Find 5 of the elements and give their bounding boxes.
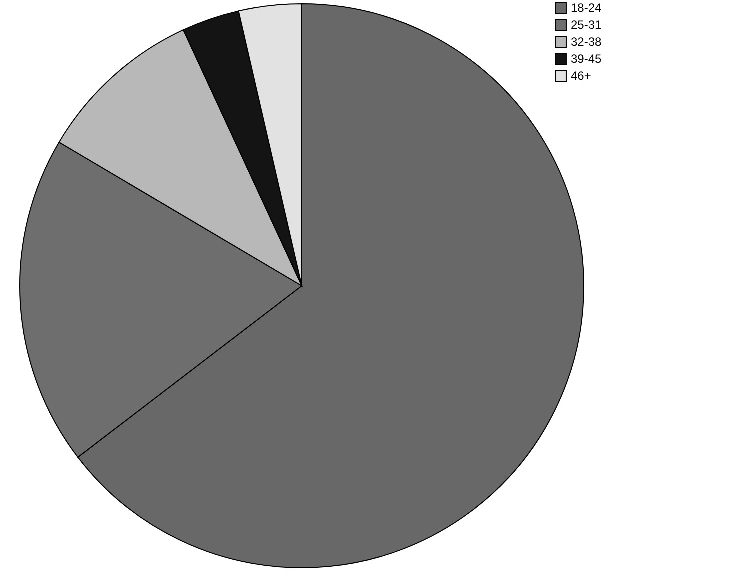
- legend-label: 46+: [571, 69, 592, 83]
- legend-label: 32-38: [571, 35, 602, 49]
- legend-label: 25-31: [571, 18, 602, 32]
- legend-label: 39-45: [571, 52, 602, 66]
- legend-label: 18-24: [571, 1, 602, 15]
